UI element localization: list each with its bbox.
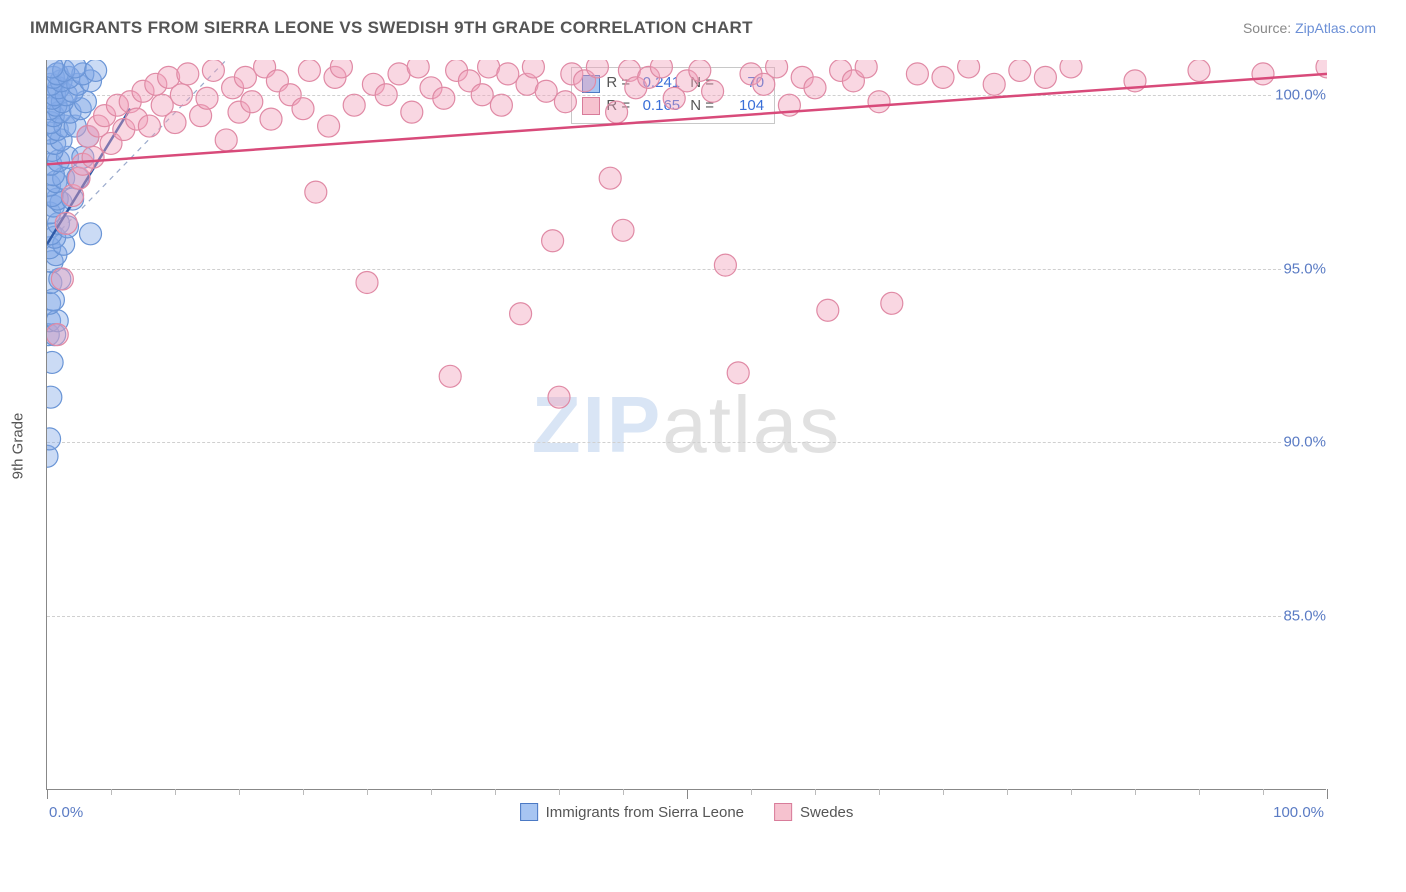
data-point (202, 60, 224, 81)
y-axis-title: 9th Grade (10, 413, 27, 480)
data-point (766, 60, 788, 78)
chart-title: IMMIGRANTS FROM SIERRA LEONE VS SWEDISH … (30, 18, 753, 38)
data-point (471, 84, 493, 106)
data-point (356, 271, 378, 293)
data-point (47, 428, 61, 450)
source: Source: ZipAtlas.com (1243, 20, 1376, 36)
data-point (868, 91, 890, 113)
data-point (650, 60, 672, 78)
data-point (241, 91, 263, 113)
data-point (234, 66, 256, 88)
data-point (47, 324, 68, 346)
data-point (714, 254, 736, 276)
data-point (1252, 63, 1274, 85)
data-point (542, 230, 564, 252)
data-point (906, 63, 928, 85)
data-point (47, 386, 62, 408)
x-tick-major (687, 789, 688, 799)
data-point (196, 87, 218, 109)
scatter-svg (47, 60, 1327, 790)
data-point (1188, 60, 1210, 81)
data-point (80, 223, 102, 245)
data-point (401, 101, 423, 123)
legend-label: Immigrants from Sierra Leone (546, 804, 744, 821)
data-point (1034, 66, 1056, 88)
data-point (330, 60, 352, 78)
legend-bottom: Immigrants from Sierra Leone Swedes (520, 803, 854, 821)
data-point (817, 299, 839, 321)
x-tick-major (1327, 789, 1328, 799)
data-point (375, 84, 397, 106)
legend-label: Swedes (800, 804, 853, 821)
data-point (439, 365, 461, 387)
data-point (51, 268, 73, 290)
source-label: Source: (1243, 20, 1291, 36)
data-point (804, 77, 826, 99)
data-point (305, 181, 327, 203)
header-row: IMMIGRANTS FROM SIERRA LEONE VS SWEDISH … (30, 18, 1376, 38)
data-point (586, 60, 608, 78)
x-min-label: 0.0% (49, 804, 83, 821)
data-point (497, 63, 519, 85)
data-point (510, 303, 532, 325)
data-point (298, 60, 320, 81)
data-point (47, 351, 63, 373)
data-point (490, 94, 512, 116)
data-point (292, 98, 314, 120)
data-point (1060, 60, 1082, 78)
data-point (554, 91, 576, 113)
data-point (548, 386, 570, 408)
data-point (170, 84, 192, 106)
data-point (85, 60, 107, 81)
plot-area: ZIPatlas 0.0% 100.0% Immigrants from Sie… (46, 60, 1326, 790)
x-tick-major (47, 789, 48, 799)
data-point (983, 73, 1005, 95)
data-point (599, 167, 621, 189)
legend-swatch (774, 803, 792, 821)
data-point (260, 108, 282, 130)
data-point (138, 115, 160, 137)
data-point (932, 66, 954, 88)
data-point (318, 115, 340, 137)
data-point (689, 60, 711, 81)
data-point (55, 212, 77, 234)
x-max-label: 100.0% (1273, 804, 1324, 821)
data-point (727, 362, 749, 384)
data-point (612, 219, 634, 241)
data-point (855, 60, 877, 78)
data-point (958, 60, 980, 78)
data-point (64, 60, 86, 78)
source-link[interactable]: ZipAtlas.com (1295, 20, 1376, 36)
data-point (407, 60, 429, 78)
data-point (82, 146, 104, 168)
data-point (606, 101, 628, 123)
data-point (702, 80, 724, 102)
data-point (177, 63, 199, 85)
data-point (215, 129, 237, 151)
data-point (535, 80, 557, 102)
data-point (433, 87, 455, 109)
data-point (522, 60, 544, 78)
legend-item: Swedes (774, 803, 853, 821)
data-point (343, 94, 365, 116)
data-point (164, 112, 186, 134)
data-point (1009, 60, 1031, 81)
data-point (881, 292, 903, 314)
legend-item: Immigrants from Sierra Leone (520, 803, 744, 821)
legend-swatch (520, 803, 538, 821)
